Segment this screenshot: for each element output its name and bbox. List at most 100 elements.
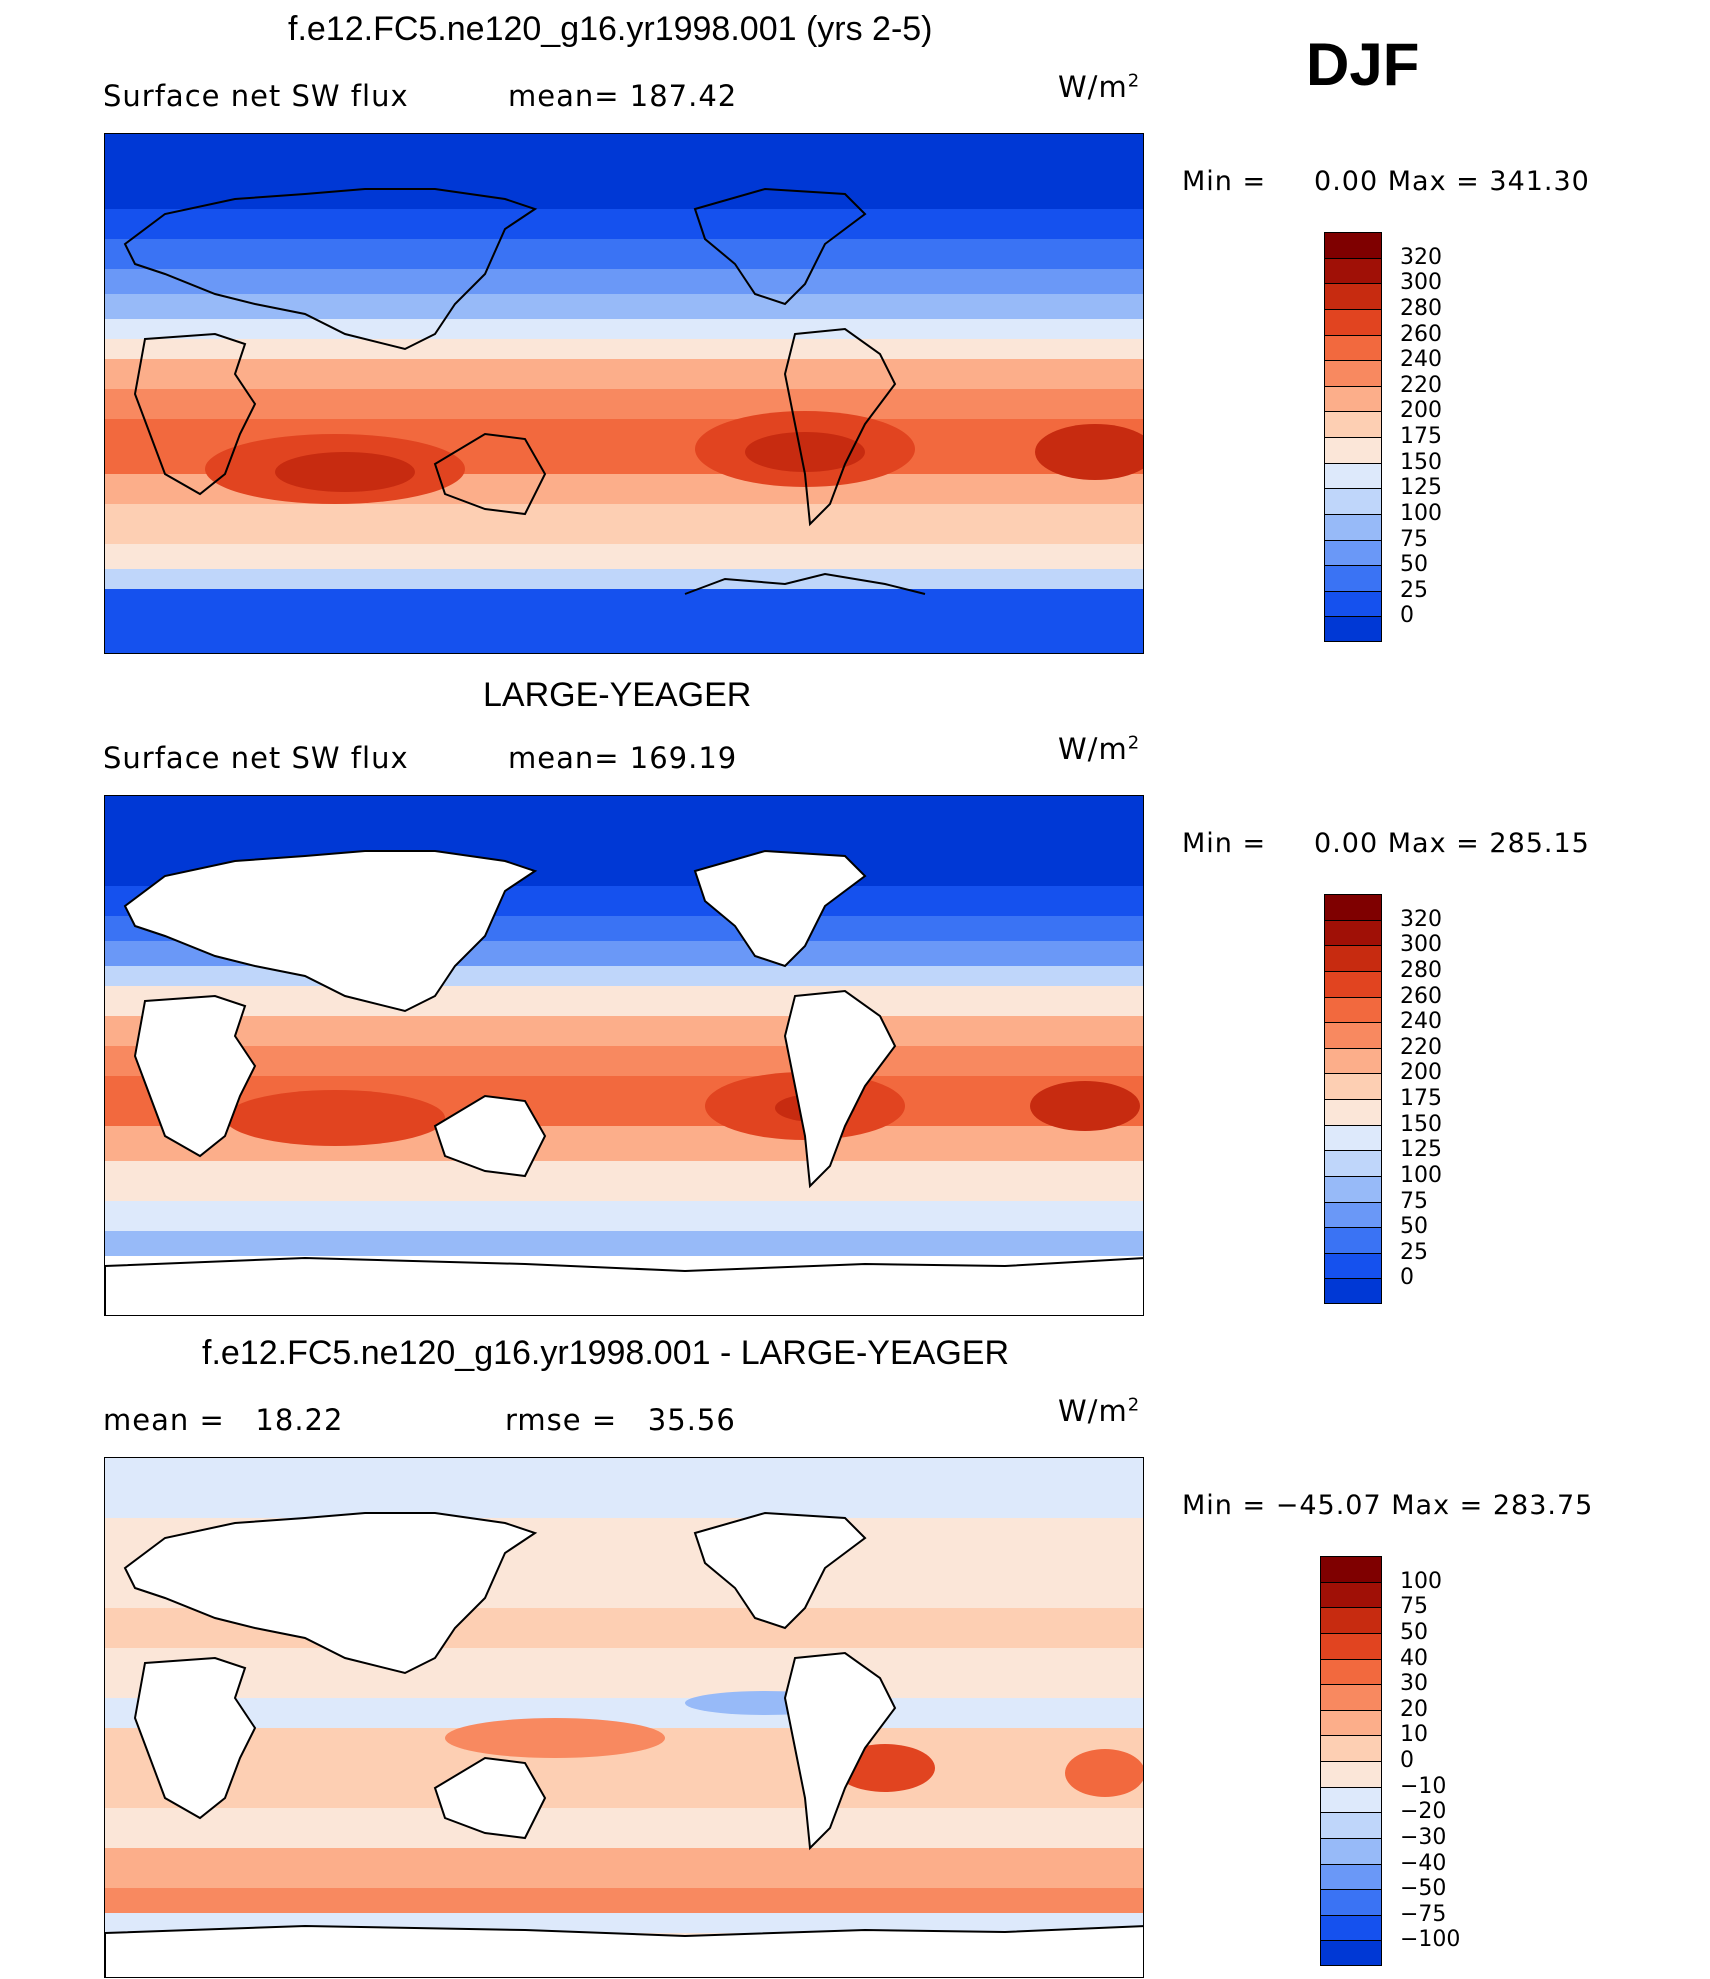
colorbar-swatch — [1325, 919, 1381, 946]
panel2-max-label: Max = — [1387, 828, 1480, 859]
panel1-units-text: W/m — [1058, 70, 1128, 104]
colorbar-swatch — [1325, 1099, 1381, 1125]
panel3-mean-value: 18.22 — [255, 1403, 344, 1437]
colorbar-swatch — [1321, 1889, 1381, 1915]
colorbar-tick-label: 220 — [1400, 372, 1442, 398]
panel3-warm-indo-pacific — [445, 1718, 665, 1758]
colorbar-swatch — [1321, 1735, 1381, 1761]
panel2-mean-value: 169.19 — [629, 741, 738, 775]
colorbar-tick-label: 300 — [1400, 270, 1442, 296]
panel3-map — [104, 1457, 1144, 1978]
colorbar-swatch — [1325, 411, 1381, 437]
panel1-band-subtrop1 — [105, 319, 1143, 339]
panel1-coastlines — [123, 187, 926, 595]
colorbar-swatch — [1321, 1863, 1381, 1890]
colorbar-swatch — [1325, 1227, 1381, 1253]
colorbar-tick-label: 30 — [1400, 1671, 1428, 1697]
colorbar-swatch — [1325, 1175, 1381, 1202]
panel1-band-south-mid2 — [105, 504, 1143, 544]
panel3-warm-atlantic — [1065, 1749, 1143, 1797]
season-label: DJF — [1306, 31, 1420, 98]
panel1-variable-label: Surface net SW flux — [103, 79, 409, 113]
panel3-band-arctic — [105, 1458, 1143, 1518]
colorbar-tick-label: 280 — [1400, 957, 1442, 983]
panel1-map-svg — [105, 134, 1143, 653]
panel3-mean-stat: mean = 18.22 — [103, 1403, 343, 1437]
panel1-colorbar: 320 300 280 260 240 220 200 175 150 125 100 75 50 25 0 — [1324, 232, 1504, 647]
panel3-map-svg — [105, 1458, 1143, 1977]
panel1-max-atlantic — [1035, 424, 1143, 480]
colorbar-tick-label: 175 — [1400, 1086, 1442, 1111]
colorbar-tick-label: 10 — [1400, 1722, 1428, 1748]
panel2-band-midlat3 — [105, 966, 1143, 986]
colorbar-swatch — [1321, 1581, 1381, 1608]
colorbar-swatch — [1325, 1150, 1381, 1176]
panel1-map — [104, 133, 1144, 654]
panel2-map — [104, 795, 1144, 1316]
panel3-colorbar: 100 75 50 40 30 20 10 0 −10 −20 −30 −40 −50 −75 −100 — [1320, 1556, 1510, 1976]
panel1-band-subarctic — [105, 209, 1143, 239]
panel3-minmax: Min = −45.07 Max = 283.75 — [1182, 1490, 1593, 1521]
colorbar-tick-label: 260 — [1400, 321, 1442, 347]
colorbar-tick-label: 0 — [1400, 1265, 1414, 1291]
colorbar-tick-label: 50 — [1400, 552, 1428, 578]
colorbar-swatch — [1325, 385, 1381, 412]
panel2-band-antarctic-coast — [105, 1231, 1143, 1256]
panel3-rmse-label: rmse = — [505, 1403, 618, 1437]
panel3-units-sup: 2 — [1127, 1394, 1141, 1416]
colorbar-tick-label: 75 — [1400, 526, 1428, 552]
colorbar-swatch — [1321, 1812, 1381, 1838]
panel1-band-midlat3 — [105, 294, 1143, 319]
panel1-title: f.e12.FC5.ne120_g16.yr1998.001 (yrs 2-5) — [288, 10, 933, 48]
panel2-max-value: 285.15 — [1489, 828, 1590, 859]
colorbar-swatch — [1325, 437, 1381, 463]
colorbar-tick-label: −50 — [1400, 1876, 1447, 1902]
panel3-band-southern-ocean — [105, 1848, 1143, 1888]
panel1-max-indian-core — [275, 452, 415, 492]
panel1-band-midlat1 — [105, 239, 1143, 269]
colorbar-tick-label: 150 — [1400, 1111, 1442, 1137]
colorbar-tick-label: 75 — [1400, 1594, 1428, 1620]
colorbar-tick-label: 320 — [1400, 906, 1442, 932]
colorbar-swatch — [1325, 283, 1381, 309]
colorbar-swatch — [1325, 462, 1381, 489]
panel1-band-antarctic-coast — [105, 569, 1143, 589]
colorbar-tick-label: −75 — [1400, 1901, 1447, 1927]
panel1-mean-stat: mean= 187.42 — [508, 79, 737, 113]
panel3-mean-label: mean = — [103, 1403, 225, 1437]
panel2-band-subtrop1 — [105, 986, 1143, 1016]
colorbar-tick-label: −10 — [1400, 1773, 1447, 1799]
colorbar-swatch — [1321, 1761, 1381, 1787]
colorbar-swatch — [1325, 616, 1381, 642]
colorbar-tick-label: 0 — [1400, 603, 1414, 629]
panel3-max-value: 283.75 — [1492, 1490, 1594, 1521]
colorbar-swatch — [1321, 1940, 1381, 1966]
colorbar-tick-label: −40 — [1400, 1850, 1447, 1876]
colorbar-tick-label: 240 — [1400, 347, 1442, 373]
colorbar-tick-label: 125 — [1400, 1137, 1442, 1163]
colorbar-swatch — [1321, 1684, 1381, 1710]
colorbar-swatch — [1321, 1837, 1381, 1864]
panel2-colorbar-boxes — [1324, 894, 1382, 1304]
colorbar-tick-label: 200 — [1400, 1060, 1442, 1086]
panel3-land — [105, 1511, 1143, 1977]
panel1-minmax: Min = 0.00 Max = 341.30 — [1182, 166, 1590, 197]
colorbar-tick-label: −20 — [1400, 1799, 1447, 1825]
colorbar-swatch — [1325, 539, 1381, 566]
panel2-min-value: 0.00 — [1314, 828, 1379, 859]
panel1-min-value: 0.00 — [1314, 166, 1379, 197]
panel3-band-southern-ocean2 — [105, 1888, 1143, 1913]
colorbar-tick-label: 100 — [1400, 1568, 1442, 1594]
colorbar-swatch — [1321, 1786, 1381, 1813]
colorbar-tick-label: −30 — [1400, 1824, 1447, 1850]
panel1-band-tropics2 — [105, 389, 1143, 419]
panel3-max-label: Max = — [1391, 1490, 1484, 1521]
colorbar-tick-label: 100 — [1400, 500, 1442, 526]
colorbar-swatch — [1325, 232, 1381, 258]
colorbar-swatch — [1321, 1709, 1381, 1736]
colorbar-swatch — [1325, 1252, 1381, 1279]
panel1-band-antarctica — [105, 589, 1143, 653]
colorbar-swatch — [1325, 1124, 1381, 1151]
colorbar-tick-label: 50 — [1400, 1214, 1428, 1240]
colorbar-tick-label: 75 — [1400, 1188, 1428, 1214]
